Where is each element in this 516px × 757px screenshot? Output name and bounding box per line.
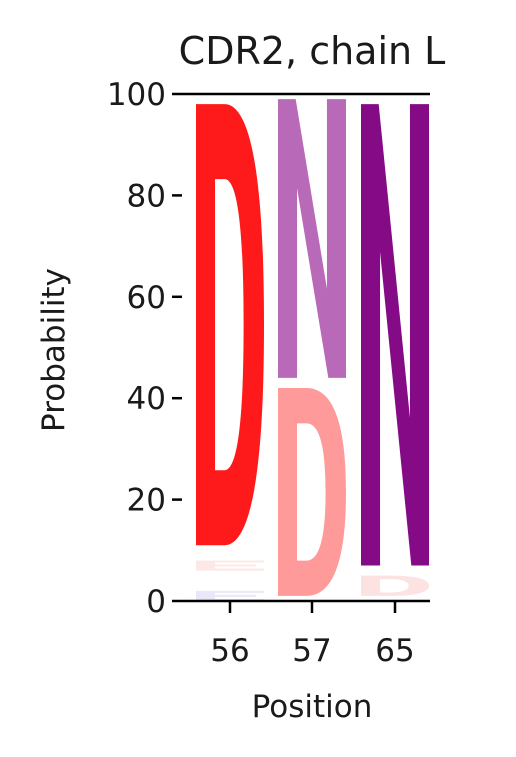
y-axis-label: Probability	[36, 268, 72, 432]
y-tick-label: 40	[127, 381, 166, 417]
logo-letter-n	[278, 99, 346, 378]
logo-stack-65	[361, 104, 429, 596]
y-tick-label: 80	[127, 178, 166, 214]
logo-stack-57	[278, 99, 346, 596]
y-axis-ticks: 0 20 40 60 80 100	[107, 77, 182, 620]
chart-title: CDR2, chain L	[179, 29, 446, 73]
x-axis-ticks: 56 57 65	[210, 601, 415, 669]
logo-letter-d	[361, 575, 429, 596]
x-tick-label: 57	[292, 633, 331, 669]
logo-stack-56	[196, 104, 264, 601]
y-tick-label: 100	[107, 77, 166, 113]
logo-letter-n	[361, 104, 429, 566]
logo-letter-e	[196, 590, 264, 601]
y-tick-label: 20	[127, 483, 166, 519]
x-tick-label: 65	[375, 633, 414, 669]
logo-stacks	[196, 99, 429, 601]
logo-letter-d	[278, 388, 346, 596]
y-tick-label: 60	[127, 280, 166, 316]
x-tick-label: 56	[210, 633, 249, 669]
logo-letter-d	[196, 104, 264, 546]
y-tick-label: 0	[146, 584, 166, 620]
x-axis-label: Position	[252, 689, 373, 725]
logo-letter-e	[196, 560, 264, 571]
